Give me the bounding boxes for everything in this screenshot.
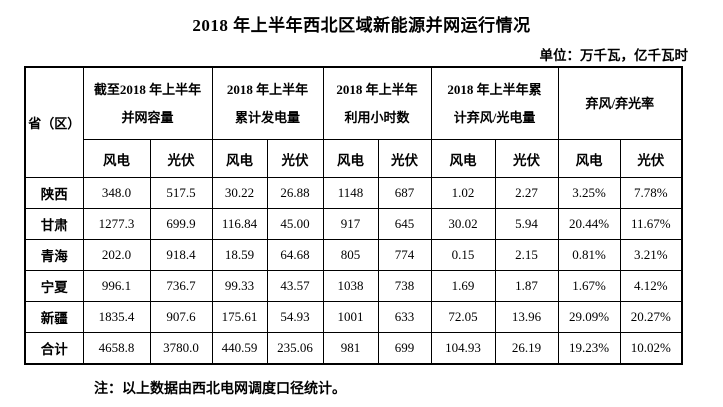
cell: 7.78% <box>619 177 683 209</box>
cell: 1038 <box>322 270 379 302</box>
cell: 917 <box>322 208 379 240</box>
cell: 517.5 <box>149 177 213 209</box>
subheader-solar: 光伏 <box>619 139 683 178</box>
cell: 175.61 <box>211 301 268 333</box>
cell: 981 <box>322 332 379 365</box>
cell: 907.6 <box>149 301 213 333</box>
cell: 235.06 <box>266 332 324 365</box>
cell: 5.94 <box>494 208 559 240</box>
cell: 202.0 <box>82 239 151 271</box>
energy-data-table: 省（区） 截至2018 年上半年 并网容量 2018 年上半年 累计发电量 20… <box>24 66 684 365</box>
cell: 116.84 <box>211 208 268 240</box>
header-row-subtypes: 风电 光伏 风电 光伏 风电 光伏 风电 光伏 风电 光伏 <box>25 139 683 178</box>
cell: 1001 <box>322 301 379 333</box>
cell: 3.21% <box>619 239 683 271</box>
cell: 43.57 <box>266 270 324 302</box>
cell: 2.15 <box>494 239 559 271</box>
subheader-solar: 光伏 <box>494 139 559 178</box>
cell: 699 <box>377 332 432 365</box>
cell: 1.67% <box>557 270 621 302</box>
page-title: 2018 年上半年西北区域新能源并网运行情况 <box>192 16 531 35</box>
cell: 26.19 <box>494 332 559 365</box>
cell: 30.02 <box>430 208 496 240</box>
cell: 2.27 <box>494 177 559 209</box>
subheader-solar: 光伏 <box>377 139 432 178</box>
unit-note: 单位：万千瓦，亿千瓦时 <box>539 48 689 63</box>
row-label: 新疆 <box>24 301 84 333</box>
cell: 348.0 <box>82 177 151 209</box>
cell: 0.15 <box>430 239 496 271</box>
group-header-curtailed-energy: 2018 年上半年累 计弃风/光电量 <box>430 66 559 140</box>
table-row-shaanxi: 陕西 348.0 517.5 30.22 26.88 1148 687 1.02… <box>24 177 683 209</box>
cell: 633 <box>377 301 432 333</box>
cell: 11.67% <box>619 208 683 240</box>
subheader-wind: 风电 <box>557 139 621 178</box>
cell: 440.59 <box>211 332 268 365</box>
cell: 104.93 <box>430 332 496 365</box>
subheader-wind: 风电 <box>430 139 496 178</box>
cell: 738 <box>377 270 432 302</box>
cell: 645 <box>377 208 432 240</box>
row-label: 宁夏 <box>24 270 84 302</box>
cell: 736.7 <box>149 270 213 302</box>
table-row-gansu: 甘肃 1277.3 699.9 116.84 45.00 917 645 30.… <box>24 208 683 240</box>
table-row-xinjiang: 新疆 1835.4 907.6 175.61 54.93 1001 633 72… <box>24 301 683 333</box>
cell: 1.02 <box>430 177 496 209</box>
subheader-solar: 光伏 <box>149 139 213 178</box>
cell: 54.93 <box>266 301 324 333</box>
group-header-utilization-hours: 2018 年上半年 利用小时数 <box>322 66 432 140</box>
cell: 4.12% <box>619 270 683 302</box>
cell: 13.96 <box>494 301 559 333</box>
cell: 18.59 <box>211 239 268 271</box>
cell: 699.9 <box>149 208 213 240</box>
cell: 72.05 <box>430 301 496 333</box>
cell: 774 <box>377 239 432 271</box>
row-label: 青海 <box>24 239 84 271</box>
row-label: 合计 <box>24 332 84 365</box>
cell: 20.44% <box>557 208 621 240</box>
cell: 918.4 <box>149 239 213 271</box>
subheader-solar: 光伏 <box>266 139 324 178</box>
subheader-wind: 风电 <box>211 139 268 178</box>
cell: 4658.8 <box>82 332 151 365</box>
cell: 1.87 <box>494 270 559 302</box>
cell: 30.22 <box>211 177 268 209</box>
cell: 99.33 <box>211 270 268 302</box>
group-header-curtailment-rate: 弃风/弃光率 <box>557 66 683 140</box>
cell: 687 <box>377 177 432 209</box>
cell: 29.09% <box>557 301 621 333</box>
cell: 1.69 <box>430 270 496 302</box>
cell: 3780.0 <box>149 332 213 365</box>
group-header-capacity: 截至2018 年上半年 并网容量 <box>82 66 213 140</box>
row-label: 陕西 <box>24 177 84 209</box>
cell: 3.25% <box>557 177 621 209</box>
cell: 996.1 <box>82 270 151 302</box>
cell: 64.68 <box>266 239 324 271</box>
cell: 805 <box>322 239 379 271</box>
cell: 0.81% <box>557 239 621 271</box>
subheader-wind: 风电 <box>82 139 151 178</box>
cell: 10.02% <box>619 332 683 365</box>
table-row-qinghai: 青海 202.0 918.4 18.59 64.68 805 774 0.15 … <box>24 239 683 271</box>
group-header-generation: 2018 年上半年 累计发电量 <box>211 66 324 140</box>
corner-header: 省（区） <box>24 66 84 178</box>
table-row-total: 合计 4658.8 3780.0 440.59 235.06 981 699 1… <box>24 332 683 365</box>
subheader-wind: 风电 <box>322 139 379 178</box>
table-row-ningxia: 宁夏 996.1 736.7 99.33 43.57 1038 738 1.69… <box>24 270 683 302</box>
header-row-groups: 省（区） 截至2018 年上半年 并网容量 2018 年上半年 累计发电量 20… <box>24 66 683 178</box>
cell: 26.88 <box>266 177 324 209</box>
row-label: 甘肃 <box>24 208 84 240</box>
footnote: 注：以上数据由西北电网调度口径统计。 <box>94 382 346 397</box>
cell: 1835.4 <box>82 301 151 333</box>
cell: 20.27% <box>619 301 683 333</box>
cell: 19.23% <box>557 332 621 365</box>
cell: 45.00 <box>266 208 324 240</box>
cell: 1148 <box>322 177 379 209</box>
cell: 1277.3 <box>82 208 151 240</box>
